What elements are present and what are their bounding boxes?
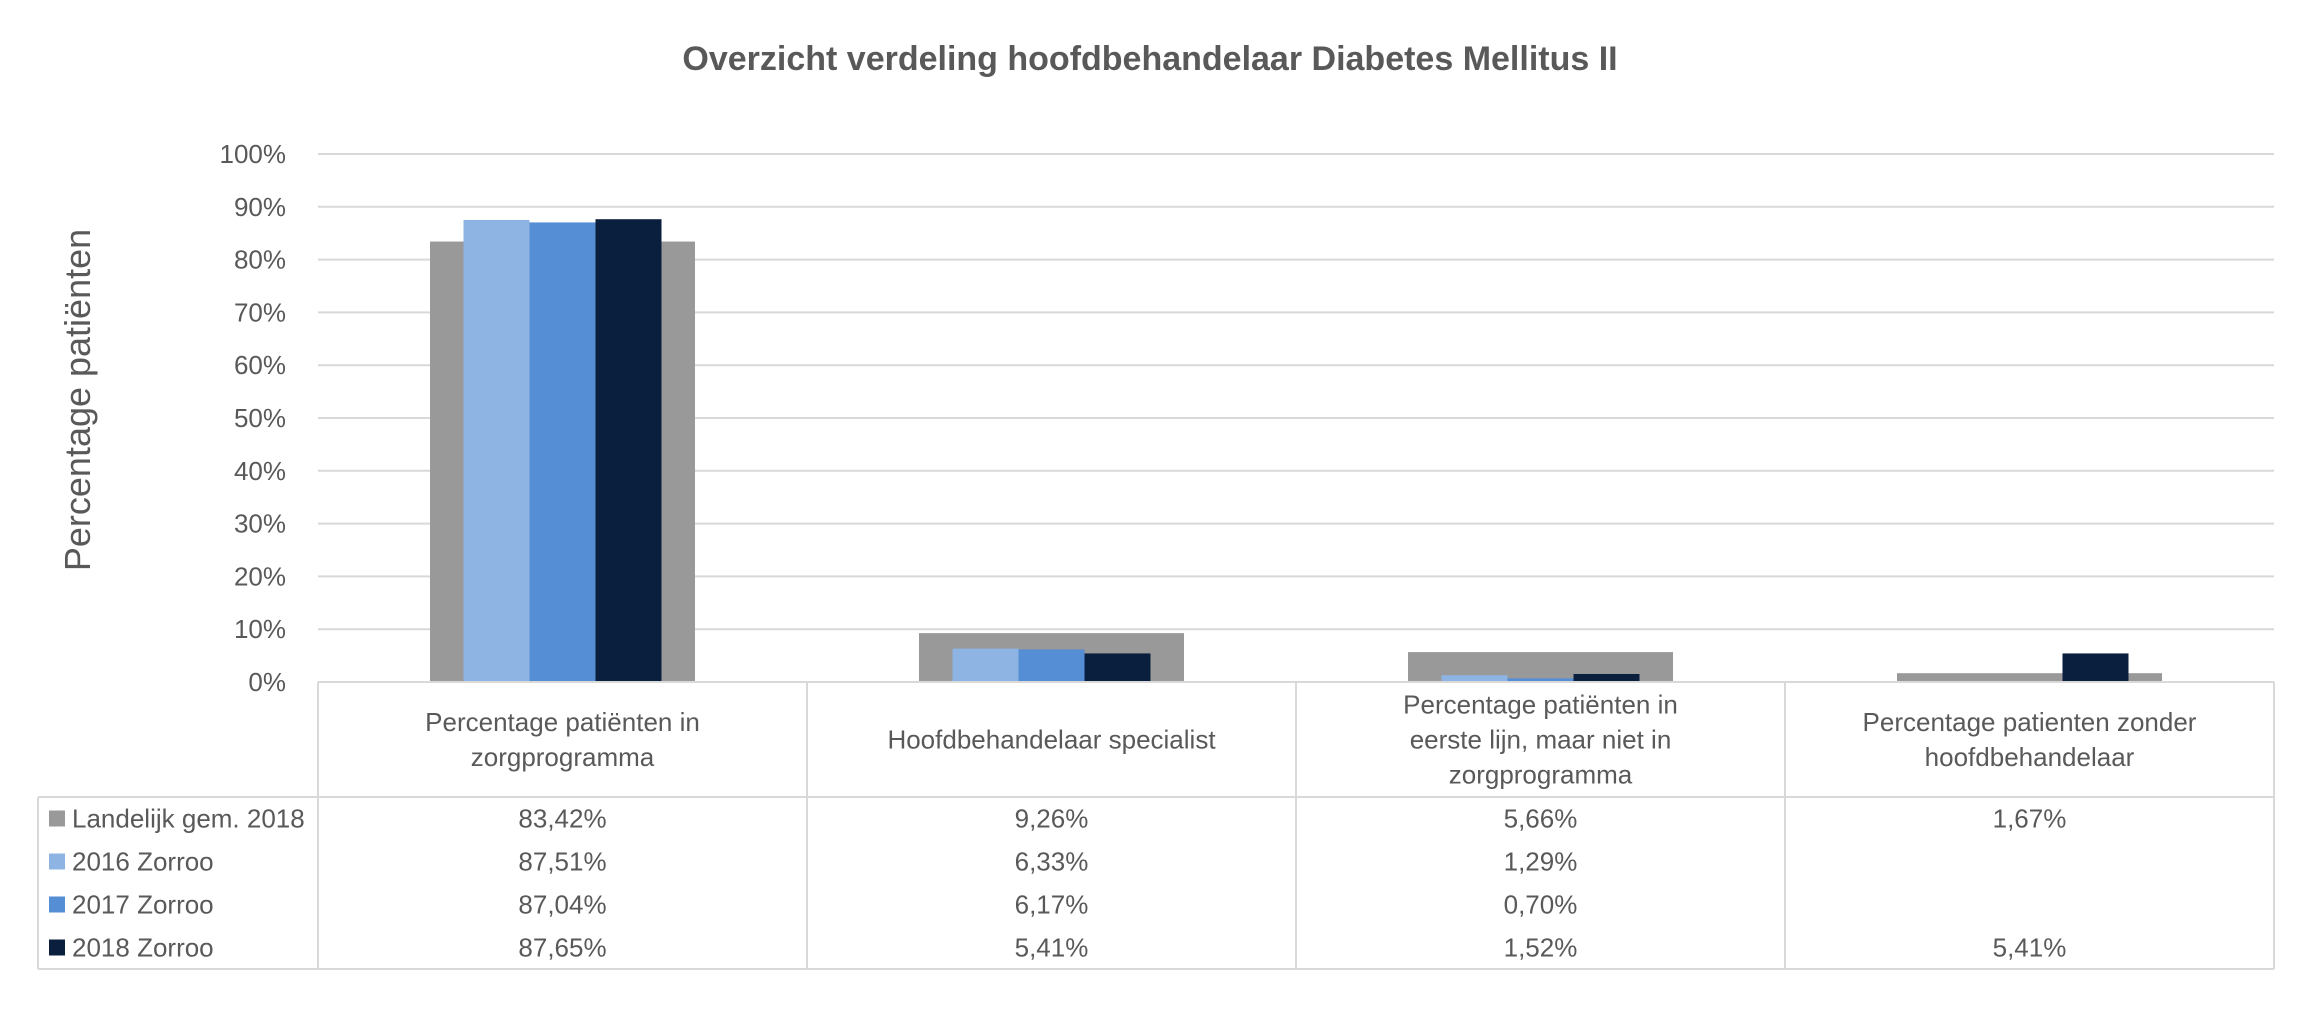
legend-label: 2018 Zorroo	[72, 933, 214, 963]
bar-landelijk	[1897, 673, 2162, 682]
data-label: 87,04%	[518, 890, 606, 920]
legend-key	[49, 896, 65, 913]
y-tick-label: 40%	[234, 456, 286, 486]
y-tick-label: 100%	[220, 139, 287, 169]
category-label: Percentage patiënten in	[425, 707, 700, 737]
legend-key	[49, 853, 65, 870]
category-label: zorgprogramma	[1449, 760, 1633, 790]
y-tick-label: 30%	[234, 509, 286, 539]
y-tick-label: 0%	[248, 667, 286, 697]
data-label: 83,42%	[518, 804, 606, 834]
bars	[318, 219, 2274, 683]
bar-2018-zorroo	[595, 219, 662, 682]
legend-label: 2017 Zorroo	[72, 890, 214, 920]
data-label: 6,33%	[1015, 847, 1089, 877]
data-table: Percentage patiënten in zorgprogramma Hoof…	[37, 682, 2275, 970]
y-axis-ticks: 0% 10% 20% 30% 40% 50% 60% 70% 80% 90% 100%	[220, 139, 287, 697]
category-label: eerste lijn, maar niet in	[1410, 725, 1672, 755]
legend-key	[49, 810, 65, 827]
legend-label: Landelijk gem. 2018	[72, 804, 305, 834]
data-label: 87,51%	[518, 847, 606, 877]
chart-title: Overzicht verdeling hoofdbehandelaar Dia…	[682, 40, 1617, 78]
y-tick-label: 80%	[234, 245, 286, 275]
data-label: 87,65%	[518, 933, 606, 963]
bar-2017-zorroo	[1018, 649, 1085, 682]
y-tick-label: 20%	[234, 561, 286, 591]
data-label: 5,66%	[1504, 804, 1578, 834]
data-label: 6,17%	[1015, 890, 1089, 920]
category-label: hoofdbehandelaar	[1925, 742, 2135, 772]
y-axis-label: Percentage patiënten	[57, 229, 98, 571]
data-label: 5,41%	[1993, 933, 2067, 963]
y-tick-label: 70%	[234, 297, 286, 327]
bar-2018-zorroo	[1573, 673, 1640, 682]
bar-2016-zorroo	[463, 219, 530, 682]
bar-2017-zorroo	[529, 222, 596, 682]
category-label: Percentage patienten zonder	[1863, 707, 2197, 737]
legend-key	[49, 939, 65, 956]
bar-2018-zorroo	[2062, 653, 2129, 682]
category-label: Percentage patiënten in	[1403, 690, 1678, 720]
data-label: 1,67%	[1993, 804, 2067, 834]
y-tick-label: 50%	[234, 403, 286, 433]
data-label: 5,41%	[1015, 933, 1089, 963]
data-label: 1,52%	[1504, 933, 1578, 963]
bar-2016-zorroo	[952, 648, 1019, 682]
y-tick-label: 90%	[234, 192, 286, 222]
category-label: Hoofdbehandelaar specialist	[887, 725, 1216, 755]
data-label: 9,26%	[1015, 804, 1089, 834]
bar-2016-zorroo	[1441, 675, 1508, 682]
data-label: 0,70%	[1504, 890, 1578, 920]
legend-label: 2016 Zorroo	[72, 847, 214, 877]
category-label: zorgprogramma	[471, 742, 655, 772]
data-label: 1,29%	[1504, 847, 1578, 877]
y-tick-label: 60%	[234, 350, 286, 380]
bar-2018-zorroo	[1084, 653, 1151, 682]
bar-2017-zorroo	[1507, 678, 1574, 682]
y-tick-label: 10%	[234, 614, 286, 644]
